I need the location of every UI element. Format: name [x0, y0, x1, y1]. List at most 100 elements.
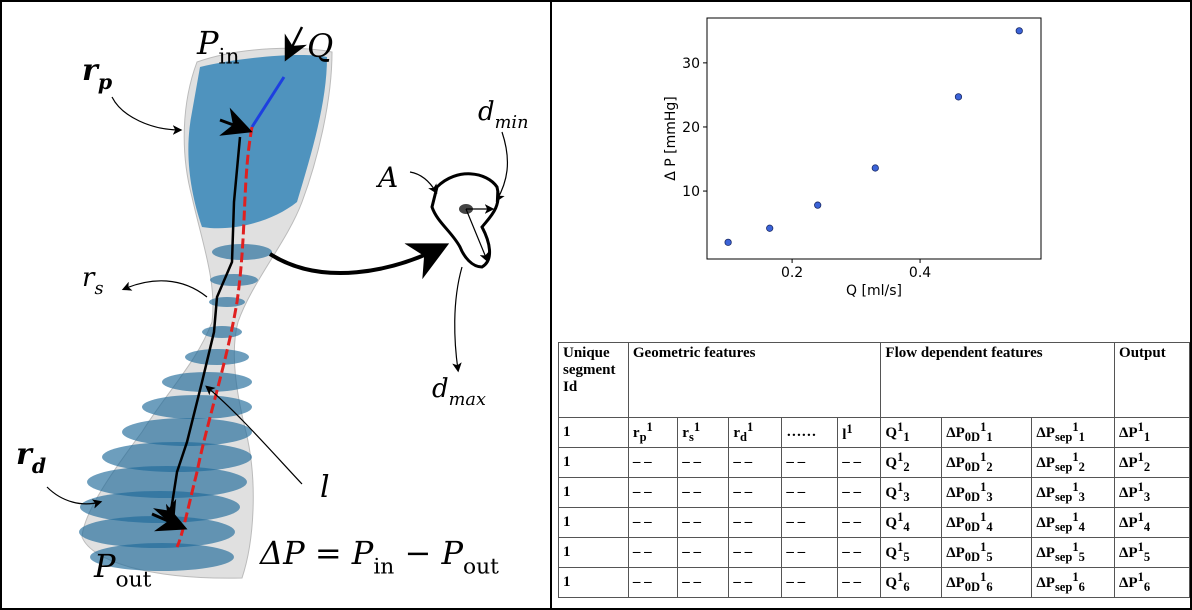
cell-text: ΔP [1119, 485, 1138, 501]
math-label: rp [82, 53, 112, 94]
cell-sub: 0D [965, 460, 980, 474]
label-sub: in [373, 555, 394, 580]
table-cell: ΔPsep15 [1032, 538, 1115, 568]
table-cell: – – [782, 448, 838, 478]
cell-sub: 4 [986, 520, 992, 534]
cell-sup: 1 [694, 420, 700, 434]
table-cell: – – [628, 448, 677, 478]
cell-sub: 4 [1079, 520, 1085, 534]
header-cell: Output [1115, 343, 1190, 418]
table-cell: Q13 [881, 478, 942, 508]
math-label: l [320, 470, 330, 505]
table-cell: – – [838, 478, 881, 508]
table-cell: 1 [559, 478, 629, 508]
math-label: ΔP = Pin − Pout [258, 534, 499, 580]
cell-sub: 6 [986, 580, 992, 594]
cross-section [432, 174, 498, 267]
table-cell: ΔP0D11 [942, 418, 1032, 448]
cell-sub: 2 [1144, 460, 1150, 474]
table-cell: rd1 [729, 418, 782, 448]
label-sub: p [98, 70, 112, 94]
cell-sub: 3 [903, 490, 909, 504]
cell-text: ΔP [1119, 455, 1138, 471]
cell-sub: 0D [965, 430, 980, 444]
x-axis-label: Q [ml/s] [846, 283, 902, 299]
cell-text: Q [885, 545, 897, 561]
cell-text: r [682, 425, 689, 441]
label-text: l [320, 470, 330, 505]
table-cell: – – [729, 478, 782, 508]
cell-sub: sep [1055, 580, 1072, 594]
table-cell: rp1 [628, 418, 677, 448]
cell-sub: 2 [1079, 460, 1085, 474]
label-sub: s [94, 279, 103, 299]
table-cell: ΔP0D12 [942, 448, 1032, 478]
table-cell: ΔPsep12 [1032, 448, 1115, 478]
label-sub: d [32, 454, 46, 478]
cell-text: ΔP [946, 575, 965, 591]
table-cell: – – [838, 448, 881, 478]
label-text: d [432, 374, 449, 404]
dmax-arrow [455, 267, 462, 370]
cell-sub: 1 [1144, 430, 1150, 444]
table-cell: – – [782, 568, 838, 598]
cell-sub: 5 [986, 550, 992, 564]
scatter-chart: 0.20.4102030Q [ml/s]Δ P [mmHg] [554, 2, 1190, 332]
table-cell: ΔPsep16 [1032, 568, 1115, 598]
cell-sub: 4 [1144, 520, 1150, 534]
cell-sub: 2 [986, 460, 992, 474]
table-cell: ΔP0D16 [942, 568, 1032, 598]
label-sub: min [495, 113, 529, 133]
header-cell: Flow dependent features [881, 343, 1115, 418]
cell-sup: 1 [846, 422, 852, 436]
cell-text: ΔP [946, 455, 965, 471]
vessel-illustration: PinQrpdminArsdmaxlrdPoutΔP = Pin − Pout [2, 2, 550, 608]
cell-text: ΔP [1036, 425, 1055, 441]
label-sub: in [219, 45, 240, 70]
table-cell: – – [782, 538, 838, 568]
table-cell: – – [729, 448, 782, 478]
table-cell: – – [628, 568, 677, 598]
cell-sub: sep [1055, 520, 1072, 534]
table-cell: 1 [559, 568, 629, 598]
cell-sub: 3 [1144, 490, 1150, 504]
table-cell: 1 [559, 538, 629, 568]
cell-sub: 3 [986, 490, 992, 504]
table-cell: – – [628, 538, 677, 568]
cell-sup: 1 [747, 420, 753, 434]
cell-sub: 5 [903, 550, 909, 564]
table-cell: ΔP16 [1115, 568, 1190, 598]
table-cell: ΔP0D13 [942, 478, 1032, 508]
cell-sub: 2 [903, 460, 909, 474]
cell-sub: 6 [903, 580, 909, 594]
cell-text: ΔP [1036, 485, 1055, 501]
cell-text: ΔP [946, 545, 965, 561]
cell-sub: 1 [986, 430, 992, 444]
table-cell: l1 [838, 418, 881, 448]
math-label: rd [16, 437, 46, 478]
math-label: dmax [432, 374, 486, 410]
table-cell: ΔP11 [1115, 418, 1190, 448]
label-text: P [93, 547, 116, 585]
cell-text: ΔP [1119, 425, 1138, 441]
table-cell: ΔPsep14 [1032, 508, 1115, 538]
cell-text: r [733, 425, 740, 441]
cell-text: ΔP [1036, 455, 1055, 471]
table-cell: ΔP0D15 [942, 538, 1032, 568]
table-cell: – – [782, 508, 838, 538]
cell-text: ΔP [1119, 545, 1138, 561]
table-cell: ΔP12 [1115, 448, 1190, 478]
label-sub: max [449, 390, 486, 410]
table-cell: – – [838, 568, 881, 598]
cell-sub: sep [1055, 490, 1072, 504]
math-label: Q [307, 27, 333, 65]
y-tick-label: 30 [682, 56, 700, 72]
table-cell: …… [782, 418, 838, 448]
table-cell: ΔP0D14 [942, 508, 1032, 538]
y-tick-label: 20 [682, 120, 700, 136]
cell-text: ΔP [1036, 515, 1055, 531]
y-axis-label: Δ P [mmHg] [663, 96, 679, 181]
table-cell: Q11 [881, 418, 942, 448]
a-arrow [410, 172, 436, 192]
table-cell: – – [729, 568, 782, 598]
